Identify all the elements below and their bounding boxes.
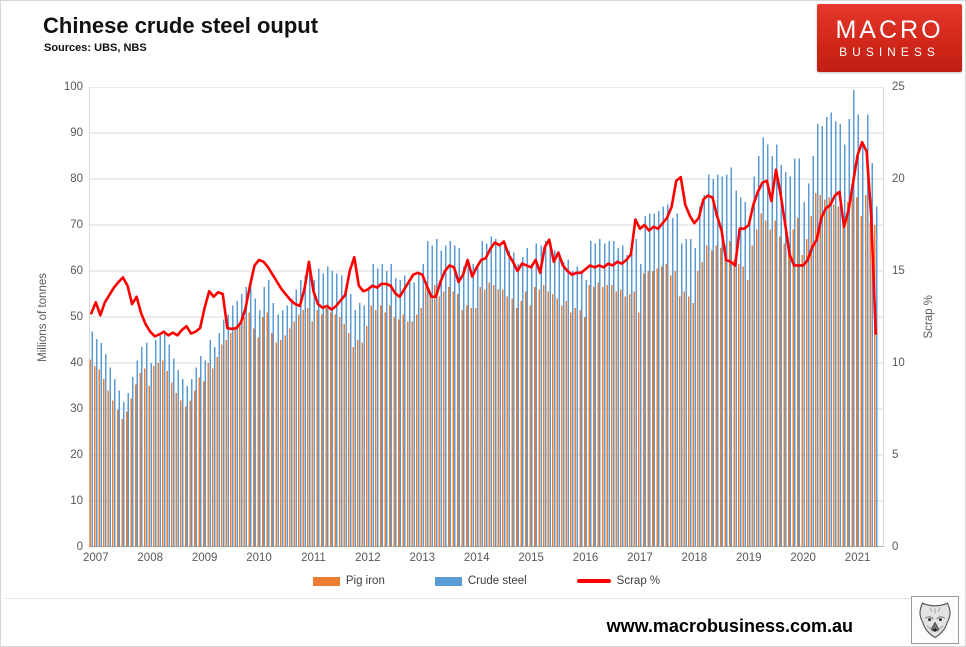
left-tick-label: 10 — [70, 494, 83, 507]
right-tick-label: 0 — [892, 540, 899, 553]
macrobusiness-logo: MACRO BUSINESS — [817, 4, 962, 72]
right-tick-label: 25 — [892, 80, 905, 93]
wolf-logo-box — [911, 596, 959, 644]
right-axis-title-wrap: Scrap % — [923, 87, 935, 547]
legend-bar-swatch — [312, 576, 340, 586]
x-axis-year-label: 2013 — [409, 552, 436, 564]
right-axis-tick-labels: 0 5 10 15 20 25 — [892, 81, 922, 553]
x-axis-year-label: 2014 — [463, 552, 490, 564]
x-axis-year-label: 2015 — [518, 552, 544, 564]
legend-label: Pig iron — [345, 575, 385, 587]
logo-line2: BUSINESS — [839, 45, 940, 59]
x-axis-year-labels: 2007 2008 2009 2010 2011 2012 2013 2014 2015 2016… — [83, 552, 884, 568]
chart-title: Chinese crude steel ouput — [43, 13, 319, 38]
legend-item: Scrap % — [576, 575, 661, 587]
right-axis-title: Scrap % — [923, 295, 935, 339]
chart-legend: Pig iron Crude steel Scrap % — [89, 575, 884, 587]
legend-item: Pig iron — [312, 575, 385, 587]
left-axis-title: Millions of tonnes — [37, 272, 49, 362]
legend-item: Crude steel — [434, 575, 527, 587]
logo-line1: MACRO — [835, 16, 944, 44]
left-tick-label: 80 — [70, 172, 83, 185]
left-tick-label: 40 — [70, 356, 83, 369]
left-tick-label: 30 — [70, 402, 83, 415]
x-axis-year-label: 2016 — [572, 552, 599, 564]
x-axis-year-label: 2008 — [137, 552, 163, 564]
chart-plot-area — [89, 86, 884, 551]
x-axis-year-label: 2012 — [355, 552, 381, 564]
left-tick-label: 50 — [70, 310, 83, 323]
x-axis-year-label: 2009 — [191, 552, 218, 564]
x-axis-year-label: 2007 — [83, 552, 109, 564]
x-axis-year-label: 2011 — [301, 552, 326, 564]
wolf-head-icon — [919, 601, 951, 639]
left-axis-title-wrap: Millions of tonnes — [37, 87, 49, 547]
right-tick-label: 10 — [892, 356, 905, 369]
legend-label: Crude steel — [467, 575, 527, 587]
x-axis-year-label: 2021 — [844, 552, 871, 564]
x-axis-year-label: 2019 — [735, 552, 762, 564]
x-axis-year-label: 2017 — [627, 552, 653, 564]
right-tick-label: 15 — [892, 264, 905, 277]
x-axis-year-label: 2018 — [681, 552, 708, 564]
right-tick-label: 5 — [892, 448, 899, 461]
x-axis-year-label: 2020 — [790, 552, 816, 564]
legend-label: Scrap % — [616, 575, 661, 587]
chart-plot-svg — [89, 86, 884, 551]
left-tick-label: 90 — [70, 126, 83, 139]
right-tick-label: 20 — [892, 172, 905, 185]
left-tick-label: 100 — [63, 80, 83, 93]
footer-divider — [5, 598, 961, 599]
legend-bar-swatch — [434, 576, 462, 586]
left-axis-tick-labels: 0 10 20 30 40 50 60 70 80 90 100 — [51, 81, 83, 553]
chart-sources: Sources: UBS, NBS — [44, 42, 147, 54]
left-tick-label: 0 — [76, 540, 83, 553]
left-tick-label: 20 — [70, 448, 83, 461]
left-tick-label: 70 — [70, 218, 83, 231]
x-axis-year-label: 2010 — [246, 552, 272, 564]
footer-url: www.macrobusiness.com.au — [606, 616, 853, 636]
legend-line-swatch — [576, 579, 611, 583]
left-tick-label: 60 — [70, 264, 83, 277]
